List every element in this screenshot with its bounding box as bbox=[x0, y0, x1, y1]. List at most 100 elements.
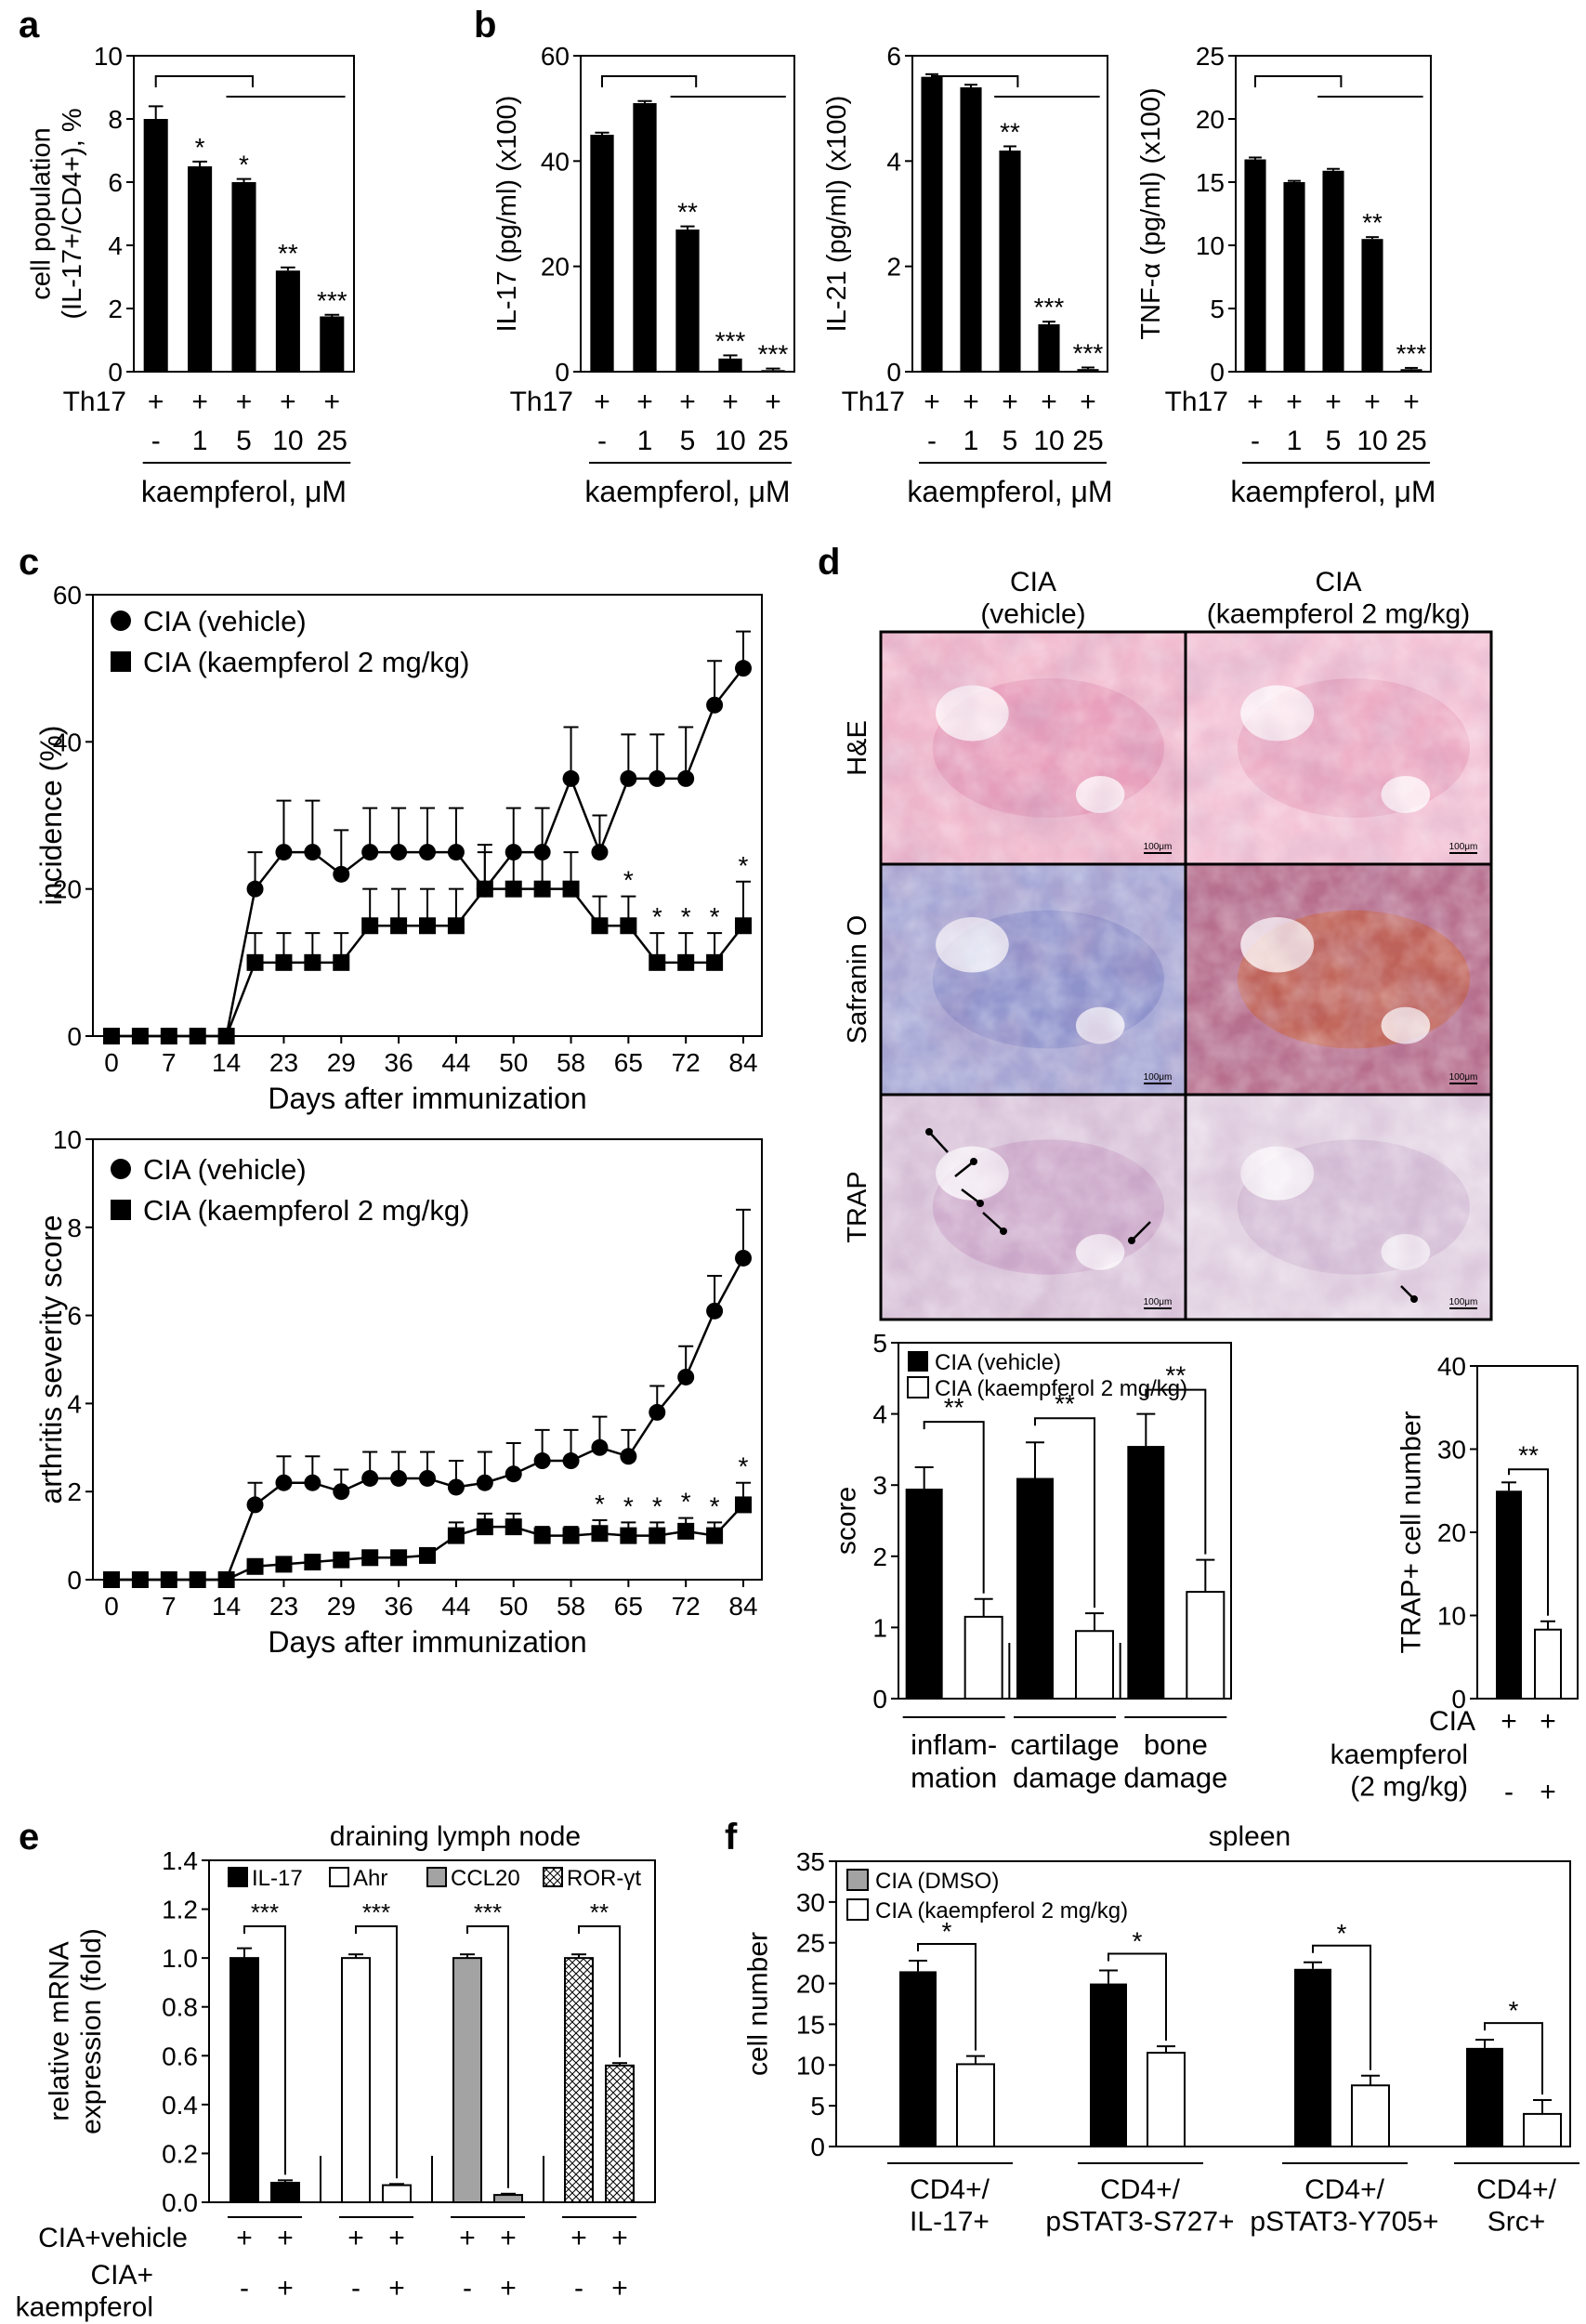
point-c1-1 bbox=[275, 953, 293, 971]
bar-e-3-0 bbox=[564, 1957, 594, 2203]
bar-b3-3 bbox=[1361, 239, 1383, 372]
histology-row-label-2-group: TRAP bbox=[843, 1171, 872, 1242]
dose-label-a: - bbox=[151, 426, 161, 456]
bar-b1-3 bbox=[718, 358, 742, 372]
x-axis-tick-label-c1: 29 bbox=[327, 1048, 356, 1077]
bar-d1-kaempferol-1 bbox=[1075, 1630, 1114, 1700]
point-c1-0 bbox=[419, 844, 436, 861]
point-c2-0 bbox=[677, 1368, 695, 1385]
point-c2-0 bbox=[390, 1469, 408, 1487]
row-mark-b2: + bbox=[924, 387, 940, 417]
row-mark-e-vehicle: + bbox=[459, 2223, 476, 2253]
y-axis-b3-tick-label: 25 bbox=[1196, 42, 1225, 71]
bracket-b1-1 bbox=[601, 75, 698, 87]
y-axis-b2-tick-label: 6 bbox=[886, 42, 901, 71]
bar-b3-0 bbox=[1244, 159, 1266, 372]
x-axis-tick-label-c1: 58 bbox=[557, 1048, 585, 1077]
significance-a: *** bbox=[317, 286, 347, 315]
row-mark-d2-kaempferol: - bbox=[1504, 1777, 1514, 1807]
y-axis-d1-tick-label: 4 bbox=[872, 1400, 887, 1429]
y-axis-f-tick-label: 0 bbox=[810, 2133, 825, 2161]
y-axis-label-b2: IL-21 (pg/ml) (x100) bbox=[822, 96, 852, 333]
bar-b2-4 bbox=[1077, 369, 1099, 372]
tissue-stain bbox=[881, 864, 1186, 1095]
chart-d-score: 0 1 2 3 4 5 score ** inflam-mation ** cartilage dam… bbox=[832, 1329, 1232, 1794]
y-axis-label-d2: TRAP+ cell number bbox=[1396, 1411, 1427, 1654]
point-c2-1 bbox=[160, 1571, 177, 1588]
scale-bar-label: 100μm bbox=[1144, 1072, 1173, 1083]
dose-label-a: 10 bbox=[272, 426, 303, 456]
dose-label-b2: 10 bbox=[1033, 426, 1064, 456]
y-axis-d1-tick-label: 1 bbox=[872, 1613, 887, 1642]
point-c2-1 bbox=[361, 1549, 379, 1567]
y-axis-d2-tick-label: 20 bbox=[1437, 1518, 1466, 1547]
bar-a-3 bbox=[275, 270, 300, 372]
significance-c2: * bbox=[681, 1488, 691, 1517]
panel-label-f: f bbox=[725, 1817, 738, 1858]
bracket-f-1 bbox=[1108, 1952, 1167, 2042]
bracket-e-2 bbox=[466, 1924, 509, 2188]
bar-e-0-0 bbox=[229, 1957, 259, 2203]
point-c1-1 bbox=[189, 1028, 206, 1044]
x-axis-tick-label-c1: 44 bbox=[441, 1048, 470, 1077]
y-axis-f-tick-label: 25 bbox=[796, 1929, 825, 1958]
histology-row-label-0-group: H&E bbox=[843, 720, 872, 776]
row-mark-b2: + bbox=[1080, 387, 1096, 417]
y-axis-label-f: cell number bbox=[743, 1932, 774, 2076]
histology-row-label-1-group: Safranin O bbox=[843, 915, 872, 1044]
significance-c2: * bbox=[595, 1490, 605, 1518]
legend-marker-f-dmso bbox=[846, 1869, 869, 1891]
bar-b3-1 bbox=[1283, 182, 1305, 372]
bar-b2-1 bbox=[960, 87, 982, 372]
chart-c-incidence: 0 20 40 60 incidence (%) 0 7 14 23 29 36 44 50 58 65 72… bbox=[34, 581, 763, 1115]
significance-e: *** bbox=[251, 1898, 279, 1926]
row-mark-b1: + bbox=[636, 387, 653, 417]
y-axis-d2-tick-label: 10 bbox=[1437, 1602, 1466, 1631]
row-mark-e-kaempferol: - bbox=[463, 2273, 472, 2304]
x-axis-tick-label-c2: 50 bbox=[499, 1592, 528, 1621]
x-axis-label-c2: Days after immunization bbox=[268, 1625, 586, 1659]
y-axis-e-tick-label: 0.2 bbox=[162, 2139, 198, 2168]
bar-b1-4 bbox=[761, 370, 785, 372]
point-c1-1 bbox=[706, 953, 724, 971]
y-axis-c1-tick-label: 0 bbox=[67, 1022, 82, 1051]
point-c2-1 bbox=[103, 1571, 120, 1588]
scale-bar-label: 100μm bbox=[1144, 1297, 1173, 1307]
legend-label-e-0: IL-17 bbox=[252, 1866, 303, 1891]
point-c2-0 bbox=[476, 1474, 493, 1491]
point-c1-0 bbox=[390, 844, 408, 861]
bar-e-2-0 bbox=[452, 1957, 482, 2203]
panel-label-e: e bbox=[19, 1817, 39, 1858]
row-mark-e-vehicle: + bbox=[236, 2223, 253, 2253]
bar-b2-2 bbox=[999, 151, 1021, 372]
point-c1-1 bbox=[562, 880, 580, 898]
bracket-f-3 bbox=[1484, 2022, 1543, 2095]
y-axis-b2-tick-label: 0 bbox=[886, 358, 901, 387]
row-mark-e-vehicle: + bbox=[388, 2223, 405, 2253]
row-mark-b2: + bbox=[1002, 387, 1018, 417]
y-axis-b2-tick-label: 2 bbox=[886, 253, 901, 282]
y-axis-f-tick-label: 5 bbox=[810, 2092, 825, 2120]
point-c1-1 bbox=[246, 953, 264, 971]
significance-c1: * bbox=[710, 902, 720, 931]
y-axis-c2-tick-label: 4 bbox=[67, 1389, 82, 1418]
row-mark-e-kaempferol: + bbox=[611, 2273, 628, 2304]
y-axis-f-tick-label: 20 bbox=[796, 1970, 825, 1999]
row-mark-a: + bbox=[148, 387, 164, 417]
point-c2-1 bbox=[562, 1527, 580, 1544]
row-mark-b2: + bbox=[963, 387, 979, 417]
panel-label-b: b bbox=[474, 5, 496, 46]
point-c2-0 bbox=[447, 1478, 465, 1496]
bar-d1-vehicle-0 bbox=[905, 1489, 943, 1699]
tissue-stain bbox=[1186, 632, 1491, 864]
category-label-f-0: CD4+/IL-17+ bbox=[910, 2174, 990, 2238]
y-axis-f-tick-label: 10 bbox=[796, 2051, 825, 2080]
y-axis-d1-tick-label: 5 bbox=[872, 1329, 887, 1358]
significance-d1: ** bbox=[1165, 1361, 1186, 1390]
point-c1-1 bbox=[103, 1028, 120, 1044]
osteoclast-arrow bbox=[1131, 1221, 1151, 1241]
row-mark-a: + bbox=[191, 387, 208, 417]
y-axis-label-f-group: cell number bbox=[743, 1932, 774, 2076]
y-axis-label-b2-group: IL-21 (pg/ml) (x100) bbox=[822, 96, 852, 333]
